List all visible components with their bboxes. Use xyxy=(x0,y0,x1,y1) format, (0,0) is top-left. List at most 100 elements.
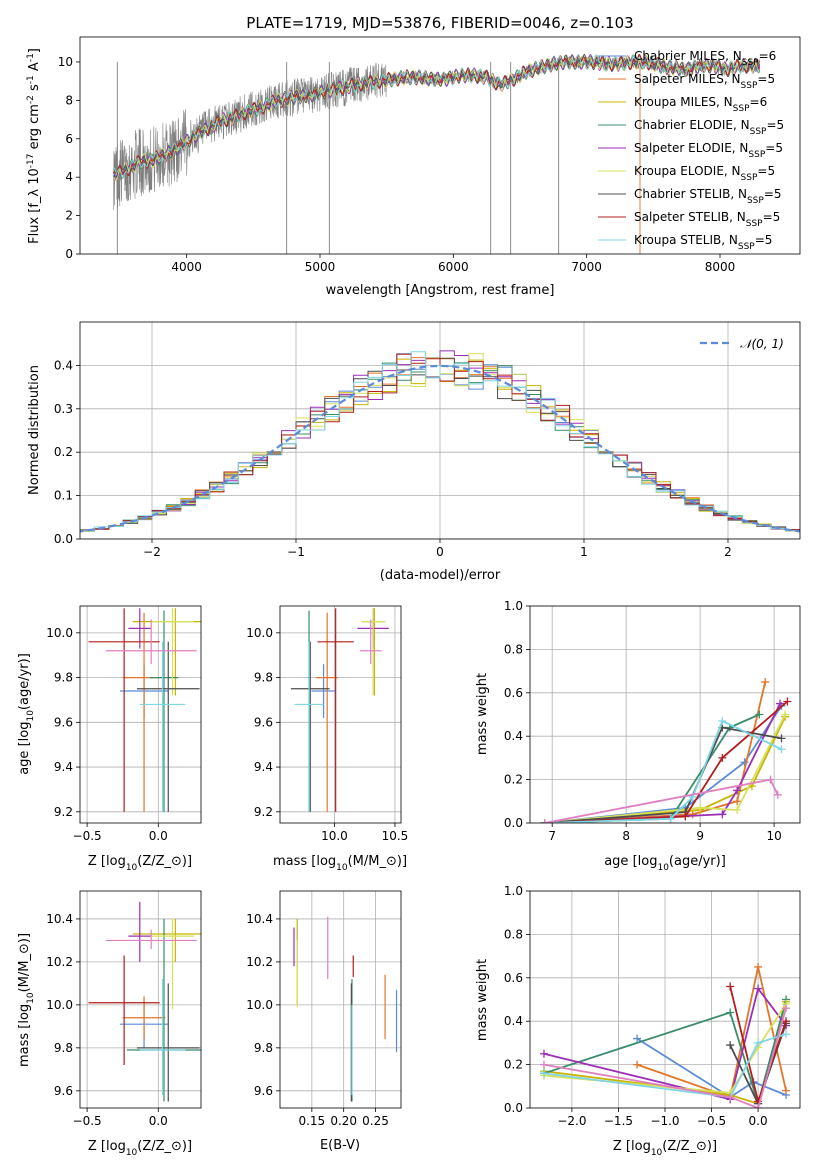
weight-marker xyxy=(783,697,792,706)
weight_vs_age-frame xyxy=(529,605,801,824)
y-tick-label: 0.0 xyxy=(504,1101,523,1115)
y-tick-label: 10.2 xyxy=(246,955,273,969)
x-tick-label: 2 xyxy=(724,545,732,559)
weight-marker xyxy=(688,810,697,819)
x-tick-label: 0.15 xyxy=(298,1114,325,1128)
weight-line xyxy=(543,1007,787,1108)
model-line xyxy=(113,53,761,182)
age_vs_Z-plot-area xyxy=(80,606,201,823)
histogram-series xyxy=(80,351,800,534)
x-axis-label: Z [log10(Z/Z_⊙)] xyxy=(88,854,192,873)
y-tick-label: 9.6 xyxy=(254,1084,273,1098)
x-tick-label: −0.5 xyxy=(73,1114,102,1128)
model-line xyxy=(112,54,761,179)
y-tick-label: 9.8 xyxy=(54,1041,73,1055)
model-line xyxy=(112,54,760,177)
x-tick-label: −0.5 xyxy=(73,829,102,843)
y-tick-label: 9.2 xyxy=(254,805,273,819)
x-axis-label: age [log10(age/yr)] xyxy=(604,854,726,873)
weight-line xyxy=(543,999,787,1107)
residuals-frame xyxy=(79,321,801,540)
y-tick-label: 8 xyxy=(65,93,73,107)
x-axis-label: (data-model)/error xyxy=(380,568,501,583)
age_vs_mass-plot-area xyxy=(280,606,401,823)
mass_vs_ebv-plot-area xyxy=(280,891,401,1108)
x-axis-label: mass [log10(M/M_⊙)] xyxy=(273,854,407,873)
y-tick-label: 1.0 xyxy=(504,599,523,613)
legend-label: Chabrier MILES, NSSP=6 xyxy=(634,49,776,68)
age_vs_Z-frame xyxy=(79,605,202,824)
y-axis-label: mass weight xyxy=(475,959,490,1041)
y-tick-label: 0.8 xyxy=(504,927,523,941)
y-tick-label: 0.0 xyxy=(54,532,73,546)
y-tick-label: 0.8 xyxy=(504,642,523,656)
x-tick-label: 7 xyxy=(548,829,556,843)
y-tick-label: 0 xyxy=(65,247,73,261)
spectrum-plot-area xyxy=(112,53,761,254)
legend-label: Kroupa STELIB, NSSP=5 xyxy=(634,233,772,252)
age_vs_mass-frame xyxy=(279,605,402,824)
y-tick-label: 9.8 xyxy=(254,671,273,685)
x-tick-label: −1.0 xyxy=(650,1114,679,1128)
y-tick-label: 0.6 xyxy=(504,971,523,985)
weight-marker xyxy=(726,1008,735,1017)
y-tick-label: 0.6 xyxy=(504,686,523,700)
y-tick-label: 1.0 xyxy=(504,884,523,898)
mass_vs_ebv-frame xyxy=(279,890,402,1109)
weight-marker xyxy=(539,1049,548,1058)
y-tick-label: 10.4 xyxy=(246,912,273,926)
weight-marker xyxy=(696,803,705,812)
y-tick-label: 9.8 xyxy=(254,1041,273,1055)
x-tick-label: 9 xyxy=(696,829,704,843)
y-tick-label: 0.2 xyxy=(54,445,73,459)
model-line xyxy=(113,53,760,179)
model-line xyxy=(112,54,761,182)
weight-marker xyxy=(633,1034,642,1043)
x-tick-label: 5000 xyxy=(305,260,336,274)
x-tick-label: 6000 xyxy=(438,260,469,274)
y-tick-label: 10 xyxy=(58,55,73,69)
y-tick-label: 10.4 xyxy=(46,912,73,926)
x-tick-label: −1 xyxy=(287,545,305,559)
x-tick-label: −0.5 xyxy=(697,1114,726,1128)
weight-marker xyxy=(733,797,742,806)
x-tick-label: 10 xyxy=(766,829,781,843)
mass_vs_Z-frame xyxy=(79,890,202,1109)
y-tick-label: 0.1 xyxy=(54,489,73,503)
y-tick-label: 9.8 xyxy=(54,671,73,685)
y-tick-label: 9.4 xyxy=(54,760,73,774)
x-tick-label: 0 xyxy=(436,545,444,559)
weight-marker xyxy=(773,790,782,799)
x-tick-label: 4000 xyxy=(171,260,202,274)
legend-label: Salpeter MILES, NSSP=5 xyxy=(634,72,775,91)
x-tick-label: 1 xyxy=(580,545,588,559)
y-tick-label: 9.6 xyxy=(254,715,273,729)
x-tick-label: 0.0 xyxy=(149,1114,168,1128)
weight-line xyxy=(636,966,787,1099)
weight-marker xyxy=(733,805,742,814)
residuals-plot-area xyxy=(80,322,800,539)
weight_vs_age-plot-area xyxy=(530,606,800,823)
mass_vs_Z-plot-area xyxy=(80,891,201,1108)
weight-marker xyxy=(776,699,785,708)
weight-marker xyxy=(718,810,727,819)
y-axis-label: mass weight xyxy=(475,673,490,755)
weight-marker xyxy=(726,982,735,991)
weight-marker xyxy=(777,734,786,743)
x-tick-label: 10.0 xyxy=(321,829,348,843)
x-tick-label: −1.5 xyxy=(604,1114,633,1128)
spectrum-frame xyxy=(79,36,801,255)
weight-marker xyxy=(782,1086,791,1095)
y-axis-label: Normed distribution xyxy=(27,365,42,495)
chart-title: PLATE=1719, MJD=53876, FIBERID=0046, z=0… xyxy=(246,14,633,32)
y-tick-label: 10.0 xyxy=(246,626,273,640)
weight-line xyxy=(544,714,787,823)
y-tick-label: 10.0 xyxy=(246,998,273,1012)
weight-marker xyxy=(782,1030,791,1039)
y-tick-label: 0.4 xyxy=(504,729,523,743)
weight-marker xyxy=(718,753,727,762)
y-tick-label: 9.2 xyxy=(54,805,73,819)
y-tick-label: 4 xyxy=(65,170,73,184)
y-tick-label: 0.2 xyxy=(504,1058,523,1072)
y-tick-label: 0.2 xyxy=(504,773,523,787)
